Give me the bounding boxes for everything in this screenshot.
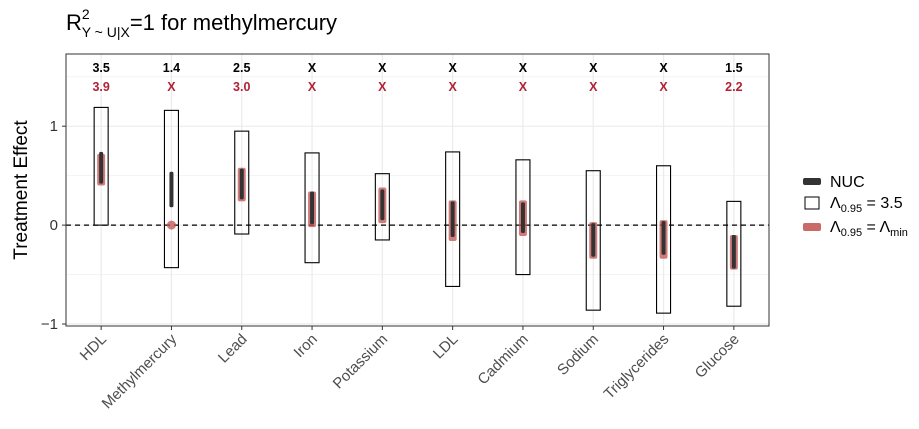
annotation-bottom: X [308, 80, 317, 94]
annotation-top: X [378, 61, 387, 75]
nuc-interval [310, 191, 315, 225]
nuc-interval [169, 171, 174, 208]
legend-label-lambda-min: Λ0.95 = Λmin [830, 219, 908, 239]
title-text: R2 Y ~ U|X=1 for methylmercury [66, 6, 337, 40]
nuc-interval [520, 202, 525, 234]
x-tick-label: Potassium [330, 331, 392, 393]
box-interval [304, 152, 320, 264]
nuc-interval [380, 189, 385, 221]
annotation-top: 2.5 [233, 61, 250, 75]
panel-border [65, 53, 770, 327]
annotation-bottom: X [659, 80, 668, 94]
annotation-bottom: 3.0 [233, 80, 250, 94]
annotation-top: X [589, 61, 598, 75]
legend-key-lambda-min [803, 223, 821, 231]
legend-label-box: Λ0.95 = 3.5 [830, 195, 903, 215]
annotation-bottom: X [519, 80, 528, 94]
box-interval [234, 130, 250, 235]
annotation-bottom: X [589, 80, 598, 94]
x-tick-label: Lead [215, 331, 251, 367]
nuc-interval [661, 221, 666, 255]
box-interval [445, 151, 461, 287]
x-tick-label: Sodium [554, 331, 602, 379]
nuc-interval [239, 168, 244, 200]
nuc-interval [99, 151, 104, 184]
annotation-bottom: X [448, 80, 457, 94]
nuc-interval [731, 235, 736, 269]
y-tick-label: 1 [50, 118, 58, 135]
annotation-top: 1.5 [725, 61, 742, 75]
box-interval [163, 109, 179, 269]
legend: NUC Λ0.95 = 3.5 Λ0.95 = Λmin [803, 174, 908, 239]
lambda-min-point [166, 220, 176, 230]
annotation-top: X [659, 61, 668, 75]
box-interval [374, 173, 390, 241]
x-tick-label: Glucose [692, 331, 743, 382]
chart-title: R2 Y ~ U|X=1 for methylmercury [66, 6, 337, 40]
panel-background [66, 54, 769, 326]
annotation-top: X [519, 61, 528, 75]
plot-area: 3.53.9HDL1.4XMethylmercury2.53.0LeadXXIr… [41, 53, 770, 412]
y-axis-label: Treatment Effect [11, 120, 32, 260]
legend-key-nuc [803, 178, 821, 185]
y-tick-label: −1 [41, 316, 58, 333]
x-tick-label: Triglycerides [601, 331, 673, 403]
box-interval [93, 106, 109, 226]
x-tick-label: Iron [291, 331, 321, 361]
annotation-top: 3.5 [92, 61, 109, 75]
y-tick-label: 0 [50, 217, 58, 234]
x-tick-label: LDL [430, 331, 461, 362]
annotation-top: X [308, 61, 317, 75]
nuc-interval [450, 201, 455, 237]
annotation-top: X [448, 61, 457, 75]
x-tick-label: Methylmercury [99, 330, 181, 412]
box-interval [726, 200, 742, 307]
x-tick-label: HDL [77, 331, 110, 364]
legend-label-nuc: NUC [830, 174, 865, 191]
legend-key-box [804, 196, 820, 210]
box-interval [515, 159, 531, 276]
x-tick-label: Cadmium [474, 331, 531, 388]
annotation-bottom: X [167, 80, 176, 94]
annotation-bottom: 2.2 [725, 80, 742, 94]
box-interval [585, 170, 601, 311]
nuc-interval [591, 223, 596, 257]
box-interval [655, 165, 672, 314]
annotation-bottom: X [378, 80, 387, 94]
annotation-bottom: 3.9 [92, 80, 109, 94]
annotation-top: 1.4 [163, 61, 180, 75]
